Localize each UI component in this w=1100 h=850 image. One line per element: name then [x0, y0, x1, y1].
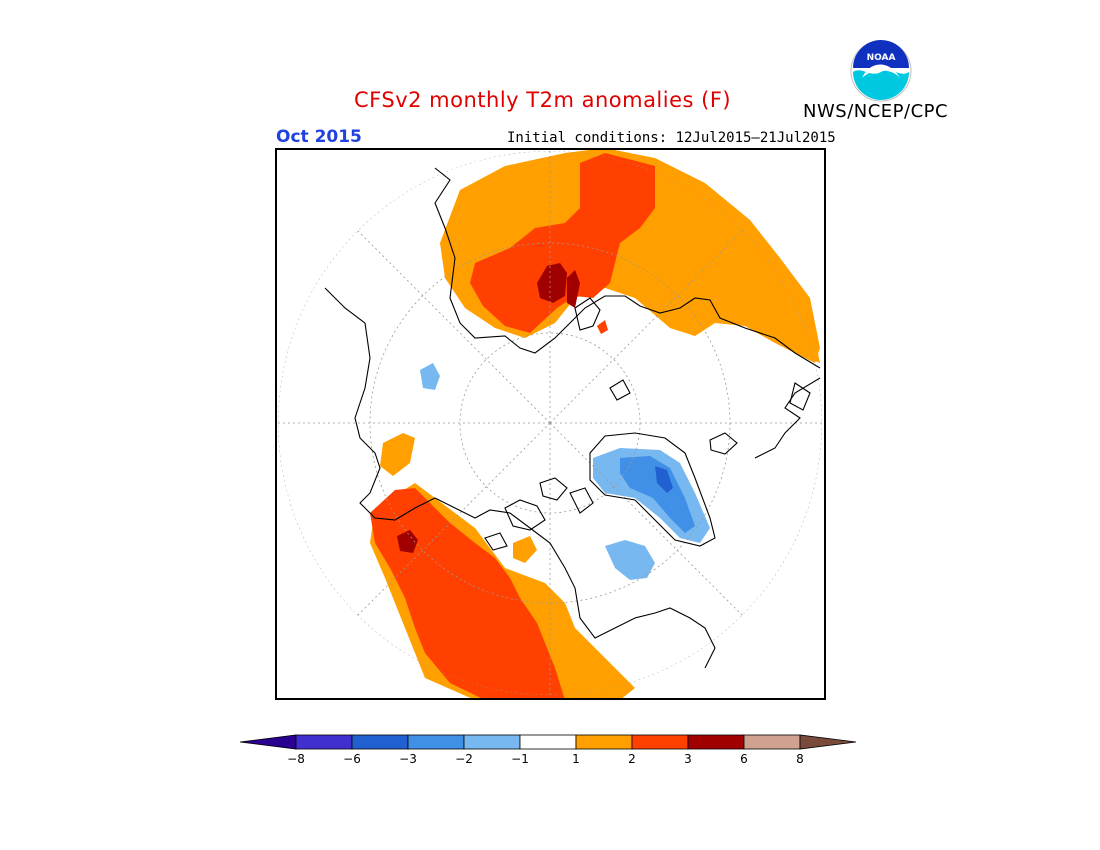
colorbar-tick-label: −6 — [343, 752, 361, 766]
colorbar-tick-label: −8 — [287, 752, 305, 766]
anomaly-region-svalbard-red — [597, 320, 608, 334]
coastline-novaya-zemlya — [574, 297, 601, 331]
coastline-east-asia — [754, 377, 821, 459]
chart-title: CFSv2 monthly T2m anomalies (F) — [354, 88, 732, 112]
colorbar-arrow-low — [239, 734, 297, 750]
anomaly-region-greenland-deepblue — [655, 466, 673, 493]
colorbar-cell — [351, 734, 409, 750]
anomaly-region-kamchatka-orange — [380, 433, 415, 476]
meridian-line — [549, 422, 746, 619]
colorbar-tick-label: 6 — [740, 752, 748, 766]
colorbar-cell — [519, 734, 577, 750]
anomaly-region-russia-darkred-2 — [567, 270, 580, 308]
anomaly-region-northamerica-red — [370, 488, 565, 700]
colorbar-arrow-high — [799, 734, 857, 750]
coastline-north-america — [324, 287, 716, 669]
anomaly-region-hudson-orange — [513, 536, 537, 563]
meridian-line — [354, 422, 551, 619]
coastline-greenland — [589, 432, 716, 547]
map-border — [275, 148, 826, 700]
colorbar-cell — [407, 734, 465, 750]
colorbar-cell — [463, 734, 521, 750]
colorbar — [239, 734, 857, 750]
coastline-japan — [789, 382, 811, 411]
colorbar-tick-label: −3 — [399, 752, 417, 766]
anomaly-region-alaska-darkred — [397, 530, 418, 553]
colorbar-tick-label: −1 — [511, 752, 529, 766]
meridian-line — [354, 227, 551, 424]
meridian-line — [549, 227, 746, 424]
initial-conditions-label: Initial conditions: 12Jul2015–21Jul2015 — [507, 130, 836, 146]
colorbar-cell — [631, 734, 689, 750]
coastline-iceland — [709, 432, 738, 455]
anomaly-region-siberia-orange — [670, 278, 820, 363]
coastline-arctic-islands — [484, 477, 594, 551]
anomaly-region-baffin-lightblue — [605, 540, 655, 580]
agency-label: NWS/NCEP/CPC — [803, 101, 949, 122]
svg-text:NOAA: NOAA — [867, 53, 896, 63]
colorbar-tick-label: 8 — [796, 752, 804, 766]
colorbar-tick-label: 1 — [572, 752, 580, 766]
coastline-eurasia — [434, 167, 821, 369]
anomaly-region-russia-red — [470, 153, 655, 333]
colorbar-cell — [575, 734, 633, 750]
valid-date-label: Oct 2015 — [276, 127, 362, 147]
colorbar-tick-label: −2 — [455, 752, 473, 766]
polar-anomaly-map — [275, 148, 826, 700]
colorbar-cell — [743, 734, 801, 750]
anomaly-region-chukotka-lightblue — [420, 363, 440, 390]
colorbar-cell — [687, 734, 745, 750]
noaa-logo: NOAA — [850, 40, 912, 102]
anomaly-region-greenland-blue — [620, 456, 695, 533]
colorbar-tick-label: 2 — [628, 752, 636, 766]
anomaly-region-russia-darkred — [537, 263, 567, 303]
colorbar-cell — [295, 734, 353, 750]
coastline-svalbard — [609, 379, 631, 401]
colorbar-tick-label: 3 — [684, 752, 692, 766]
